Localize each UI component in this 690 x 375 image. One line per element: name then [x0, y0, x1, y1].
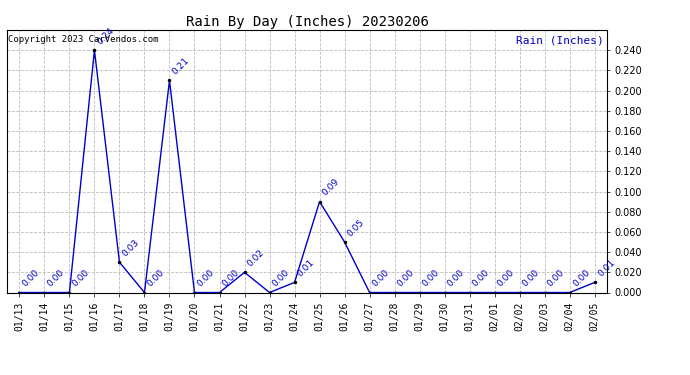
Text: Copyright 2023 CarVendos.com: Copyright 2023 CarVendos.com: [8, 35, 159, 44]
Text: 0.05: 0.05: [346, 217, 366, 238]
Text: 0.00: 0.00: [396, 268, 417, 288]
Text: 0.00: 0.00: [46, 268, 66, 288]
Text: 0.00: 0.00: [571, 268, 591, 288]
Text: 0.00: 0.00: [546, 268, 566, 288]
Text: 0.00: 0.00: [471, 268, 491, 288]
Text: Rain (Inches): Rain (Inches): [516, 35, 604, 45]
Text: 0.00: 0.00: [421, 268, 442, 288]
Text: 0.00: 0.00: [146, 268, 166, 288]
Text: 0.00: 0.00: [496, 268, 517, 288]
Text: 0.00: 0.00: [371, 268, 391, 288]
Text: 0.00: 0.00: [446, 268, 466, 288]
Text: 0.00: 0.00: [270, 268, 291, 288]
Title: Rain By Day (Inches) 20230206: Rain By Day (Inches) 20230206: [186, 15, 428, 29]
Text: 0.09: 0.09: [321, 177, 342, 198]
Text: 0.01: 0.01: [596, 258, 617, 278]
Text: 0.02: 0.02: [246, 248, 266, 268]
Text: 0.01: 0.01: [296, 258, 317, 278]
Text: 0.00: 0.00: [521, 268, 542, 288]
Text: 0.00: 0.00: [70, 268, 91, 288]
Text: 0.24: 0.24: [96, 26, 116, 46]
Text: 0.00: 0.00: [221, 268, 242, 288]
Text: 0.00: 0.00: [196, 268, 217, 288]
Text: 0.03: 0.03: [121, 238, 141, 258]
Text: 0.00: 0.00: [21, 268, 41, 288]
Text: 0.21: 0.21: [170, 56, 191, 76]
